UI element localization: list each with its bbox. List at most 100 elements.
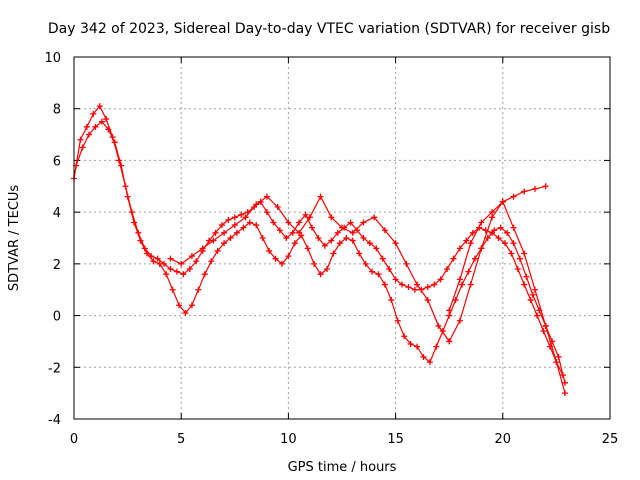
data-point [375, 271, 382, 278]
data-point [328, 237, 335, 244]
plot-frame [73, 56, 611, 420]
data-point [497, 224, 504, 231]
data-point [510, 240, 517, 247]
data-point [240, 224, 247, 231]
data-point [285, 253, 292, 260]
data-point [356, 250, 363, 257]
data-point [360, 235, 367, 241]
data-point [555, 353, 562, 360]
data-point [349, 229, 356, 236]
data-point [225, 216, 232, 223]
data-point [317, 193, 324, 200]
y-tick-label: 6 [53, 154, 61, 169]
data-point [446, 338, 453, 345]
data-point [349, 237, 356, 244]
data-point [542, 183, 549, 190]
data-point [386, 266, 393, 273]
data-point [437, 276, 444, 283]
y-tick-label: 0 [53, 310, 61, 325]
data-point [86, 131, 93, 138]
data-point [471, 255, 478, 262]
series-track-d [446, 183, 549, 314]
data-point [463, 237, 470, 244]
data-point [444, 266, 451, 273]
data-point [317, 271, 324, 278]
data-point [450, 255, 457, 262]
data-point [388, 297, 395, 304]
data-point [452, 297, 459, 304]
data-point [182, 309, 189, 316]
data-point [214, 247, 221, 254]
data-point [542, 322, 549, 329]
data-point [188, 302, 195, 309]
data-point [218, 222, 225, 229]
data-point [323, 266, 330, 273]
data-point [456, 245, 463, 252]
data-point [231, 214, 238, 221]
data-point [553, 359, 560, 366]
data-point [371, 214, 378, 221]
data-point [392, 240, 399, 247]
data-point [306, 214, 313, 221]
data-point [521, 188, 528, 195]
data-point [561, 390, 568, 397]
data-point [77, 136, 84, 143]
data-point [263, 209, 270, 216]
data-point [435, 322, 442, 329]
data-point [405, 284, 412, 291]
data-point [521, 281, 528, 288]
data-point [291, 240, 298, 247]
data-point [360, 219, 367, 226]
data-point [163, 271, 170, 278]
data-point [92, 123, 99, 130]
data-point [499, 198, 506, 205]
data-point [289, 229, 296, 236]
data-point [270, 219, 277, 226]
data-point [233, 229, 240, 236]
data-point [491, 227, 498, 234]
data-point [446, 307, 453, 314]
data-point [285, 219, 292, 226]
data-point [263, 193, 270, 200]
data-point [510, 224, 517, 231]
data-point [186, 266, 193, 273]
data-point [96, 103, 103, 110]
data-point [446, 312, 453, 319]
data-point [456, 276, 463, 283]
x-tick-label: 5 [177, 432, 185, 447]
data-point [516, 255, 523, 262]
data-point [369, 268, 376, 275]
data-point [210, 237, 217, 244]
data-point [259, 235, 266, 241]
data-point [347, 219, 354, 226]
data-point [199, 245, 206, 252]
data-point [143, 250, 150, 257]
grid [74, 57, 610, 419]
x-tick-label: 10 [280, 432, 297, 447]
data-point [381, 227, 388, 234]
data-point [137, 237, 144, 244]
data-point [531, 286, 538, 293]
data-point [79, 144, 86, 151]
data-point [510, 193, 517, 200]
data-point [531, 185, 538, 192]
data-point [392, 276, 399, 283]
data-point [411, 286, 418, 293]
data-point [253, 201, 260, 208]
data-point [399, 281, 406, 288]
data-point [540, 328, 547, 335]
data-point [276, 227, 283, 234]
data-point [366, 240, 373, 247]
data-point [173, 268, 180, 275]
data-point [478, 219, 485, 226]
data-point [169, 286, 176, 293]
series-line [448, 185, 546, 311]
axis-ticks: 0 5 10 15 20 25 -4 -2 0 2 4 6 8 10 [44, 51, 618, 447]
data-point [156, 260, 163, 267]
data-point [154, 255, 161, 262]
data-point [561, 379, 568, 386]
x-tick-label: 20 [495, 432, 512, 447]
data-point [103, 116, 110, 123]
data-point [296, 219, 303, 226]
